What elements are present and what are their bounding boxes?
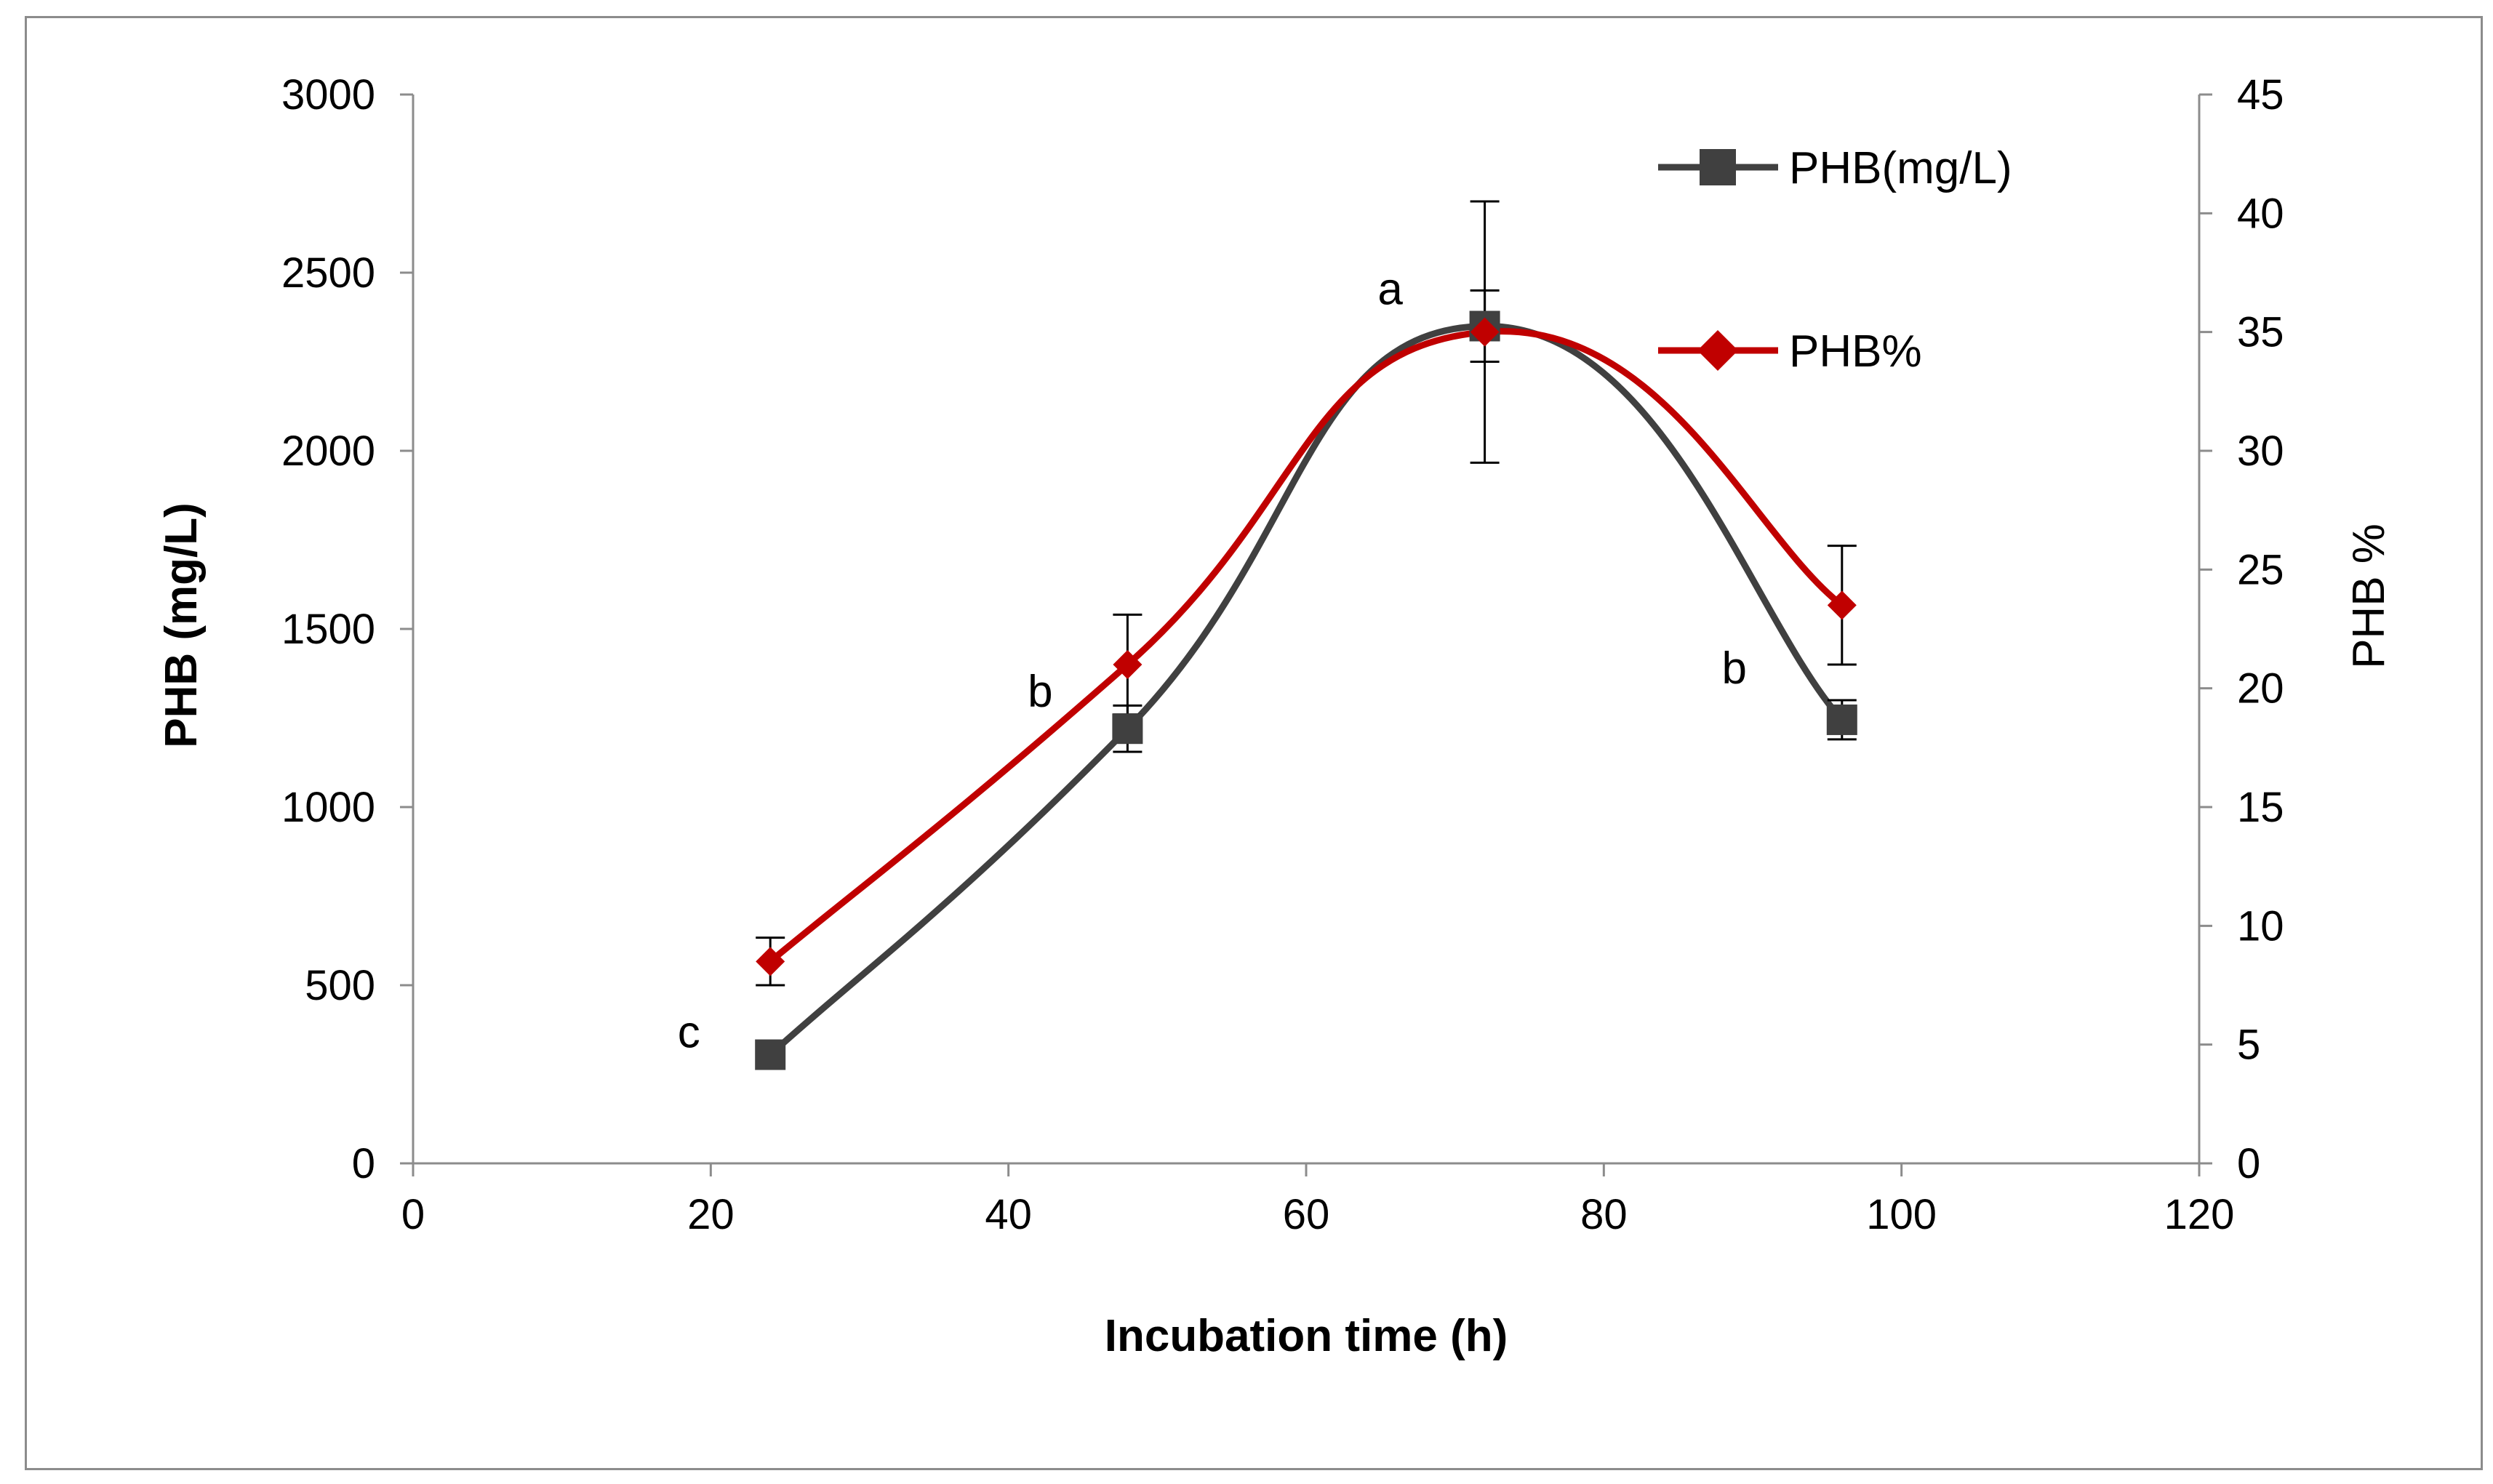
legend-label-phb-mgl: PHB(mg/L)	[1789, 143, 2012, 193]
x-tick-label: 80	[1580, 1191, 1628, 1238]
y-tick-label: 2000	[281, 428, 375, 475]
y2-tick-label: 30	[2237, 428, 2284, 475]
marker-square-point	[755, 1039, 786, 1070]
x-tick-label: 60	[1283, 1191, 1330, 1238]
y-tick-label: 1500	[281, 606, 375, 653]
x-axis-title: Incubation time (h)	[1105, 1311, 1508, 1361]
axes: 0 20 40 60 80 100 1200500100015002000250030000…	[281, 71, 2284, 1238]
marker-square-point	[1112, 713, 1143, 745]
significance-letter: c	[678, 1008, 700, 1058]
x-tick-label: 120	[2164, 1191, 2235, 1238]
y2-tick-label: 10	[2237, 902, 2284, 950]
data-markers	[755, 310, 1857, 1070]
y-tick-label: 2500	[281, 249, 375, 297]
series-curves	[767, 322, 1846, 1059]
series-line-phb-mgl	[767, 322, 1846, 1059]
x-tick-label: 100	[1866, 1191, 1937, 1238]
significance-letter: b	[1028, 667, 1052, 717]
x-tick-label: 40	[985, 1191, 1032, 1238]
significance-letter: b	[1722, 643, 1747, 694]
marker-diamond-point	[756, 947, 785, 976]
y2-tick-label: 0	[2237, 1140, 2260, 1187]
significance-letters: c b a b	[678, 265, 1747, 1058]
legend-item-phb-percent: PHB%	[1658, 326, 1922, 377]
y2-tick-label: 15	[2237, 784, 2284, 831]
legend-item-phb-mgl: PHB(mg/L)	[1658, 143, 2012, 193]
legend-label-phb-percent: PHB%	[1789, 326, 1922, 377]
y2-tick-label: 45	[2237, 71, 2284, 119]
y-tick-label: 1000	[281, 784, 375, 831]
significance-letter: a	[1377, 265, 1403, 315]
y-tick-label: 500	[305, 962, 375, 1009]
y2-tick-label: 25	[2237, 546, 2284, 593]
marker-square-point	[1826, 704, 1857, 735]
error-bars	[756, 200, 1857, 1062]
x-tick-label: 20	[687, 1191, 735, 1238]
marker-diamond-point	[1827, 590, 1857, 620]
y-tick-label: 3000	[281, 71, 375, 119]
y2-tick-label: 40	[2237, 190, 2284, 237]
x-tick-label: 0	[401, 1191, 425, 1238]
y2-axis-title: PHB %	[2344, 524, 2394, 669]
y2-tick-label: 20	[2237, 665, 2284, 713]
marker-diamond-point	[1470, 317, 1500, 347]
legend-marker-diamond	[1697, 330, 1738, 371]
legend: PHB(mg/L) PHB%	[1658, 143, 2012, 377]
marker-diamond-point	[1113, 650, 1143, 679]
y-axis-title: PHB (mg/L)	[156, 502, 207, 748]
legend-marker-square	[1700, 149, 1736, 185]
y2-tick-label: 5	[2237, 1022, 2260, 1069]
y-tick-label: 0	[352, 1140, 375, 1187]
series-line-phb-percent	[767, 328, 1846, 965]
y2-tick-label: 35	[2237, 309, 2284, 356]
chart-frame	[25, 16, 2483, 1470]
